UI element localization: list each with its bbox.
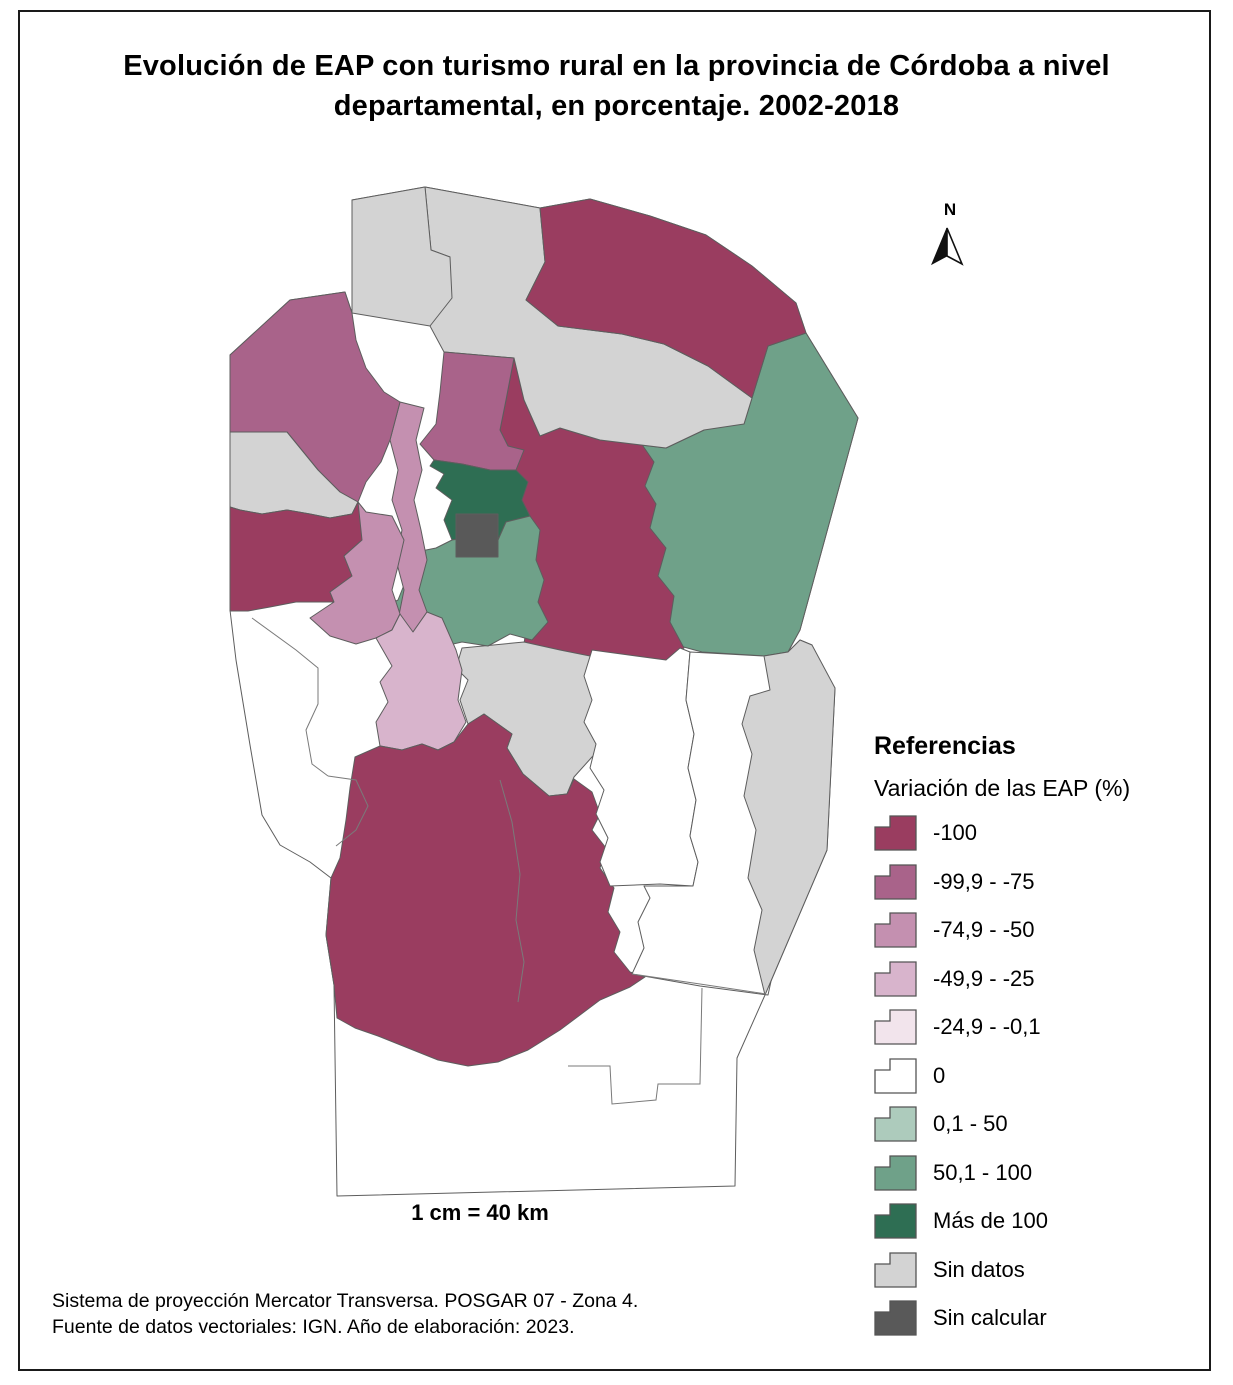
- legend-item-label: -24,9 - -0,1: [933, 1014, 1041, 1039]
- legend-item-6: 0,1 - 50: [874, 1106, 1174, 1142]
- legend-item-label: -100: [933, 820, 978, 845]
- legend-item-label: 0,1 - 50: [933, 1111, 1008, 1136]
- scale-text: 1 cm = 40 km: [411, 1200, 549, 1225]
- region-rio-seco[interactable]: [525, 198, 807, 399]
- region-sobremonte[interactable]: [351, 186, 453, 327]
- legend-swatch-icon: [874, 1154, 917, 1191]
- legend-item-label: -49,9 - -25: [933, 965, 1035, 991]
- legend-item-label: 0: [933, 1062, 946, 1088]
- page-border-frame: [18, 10, 1211, 1371]
- legend-item-label: -99,9 - -75: [933, 868, 1035, 894]
- region-san-alberto[interactable]: [309, 501, 405, 645]
- legend-item-0: -100: [874, 815, 1174, 851]
- region-marcos-juarez[interactable]: [741, 639, 836, 996]
- map-title: Evolución de EAP con turismo rural en la…: [123, 50, 1110, 123]
- legend-item-7: 50,1 - 100: [874, 1154, 1174, 1191]
- legend-item-label: Sin datos: [933, 1256, 1025, 1282]
- north-arrow-icon: [931, 227, 964, 266]
- footer-source-line: Fuente de datos vectoriales: IGN. Año de…: [52, 1316, 575, 1339]
- legend-item-10: Sin calcular: [874, 1300, 1174, 1336]
- legend-item-2: -74,9 - -50: [874, 912, 1174, 948]
- legend-swatch-icon: [874, 863, 917, 900]
- region-capital[interactable]: [455, 513, 499, 558]
- legend-item-label: -74,9 - -50: [933, 917, 1035, 942]
- border-general-roca-saenz-pena-border: [568, 987, 703, 1105]
- border-san-alberto-san-javier-border: [251, 617, 329, 777]
- border-san-javier-border: [327, 775, 369, 847]
- border-union-saenz-pena-border: [631, 973, 767, 995]
- legend-swatch-icon: [874, 1251, 917, 1288]
- legend: Referencias Variación de las EAP (%) -10…: [874, 732, 1174, 1349]
- legend-item-1: -99,9 - -75: [874, 863, 1174, 900]
- legend-item-8: Más de 100: [874, 1203, 1174, 1239]
- footer-projection-line: Sistema de proyección Mercator Transvers…: [52, 1290, 639, 1312]
- legend-item-5: 0: [874, 1057, 1174, 1094]
- legend-item-label: Sin calcular: [933, 1305, 1047, 1330]
- region-rio-cuarto-juarez-celman[interactable]: [325, 713, 646, 1067]
- north-label: N: [943, 200, 957, 219]
- source-footer: Sistema de proyección Mercator Transvers…: [52, 1288, 812, 1340]
- legend-swatch-icon: [874, 1203, 917, 1239]
- legend-heading: Referencias: [874, 732, 1016, 760]
- border-rio-cuarto-juarez-celman-border: [499, 779, 525, 1003]
- legend-item-9: Sin datos: [874, 1251, 1174, 1288]
- map-regions: [229, 186, 859, 1197]
- legend-swatch-icon: [874, 912, 917, 948]
- legend-items: -100 -99,9 - -75 -74,9 - -50 -49,9 - -25 -24…: [874, 815, 1174, 1336]
- legend-item-label: Más de 100: [933, 1208, 1048, 1233]
- legend-swatch-icon: [874, 960, 917, 997]
- north-indicator: N: [920, 200, 980, 280]
- legend-swatch-icon: [874, 1009, 917, 1045]
- legend-swatch-icon: [874, 1106, 917, 1142]
- legend-swatch-icon: [874, 1057, 917, 1094]
- map-inner-borders: [251, 617, 767, 1105]
- legend-item-3: -49,9 - -25: [874, 960, 1174, 997]
- legend-subheading: Variación de las EAP (%): [874, 775, 1131, 801]
- legend-swatch-icon: [874, 815, 917, 851]
- legend-item-4: -24,9 - -0,1: [874, 1009, 1174, 1045]
- legend-item-label: 50,1 - 100: [933, 1159, 1033, 1185]
- legend-swatch-icon: [874, 1300, 917, 1336]
